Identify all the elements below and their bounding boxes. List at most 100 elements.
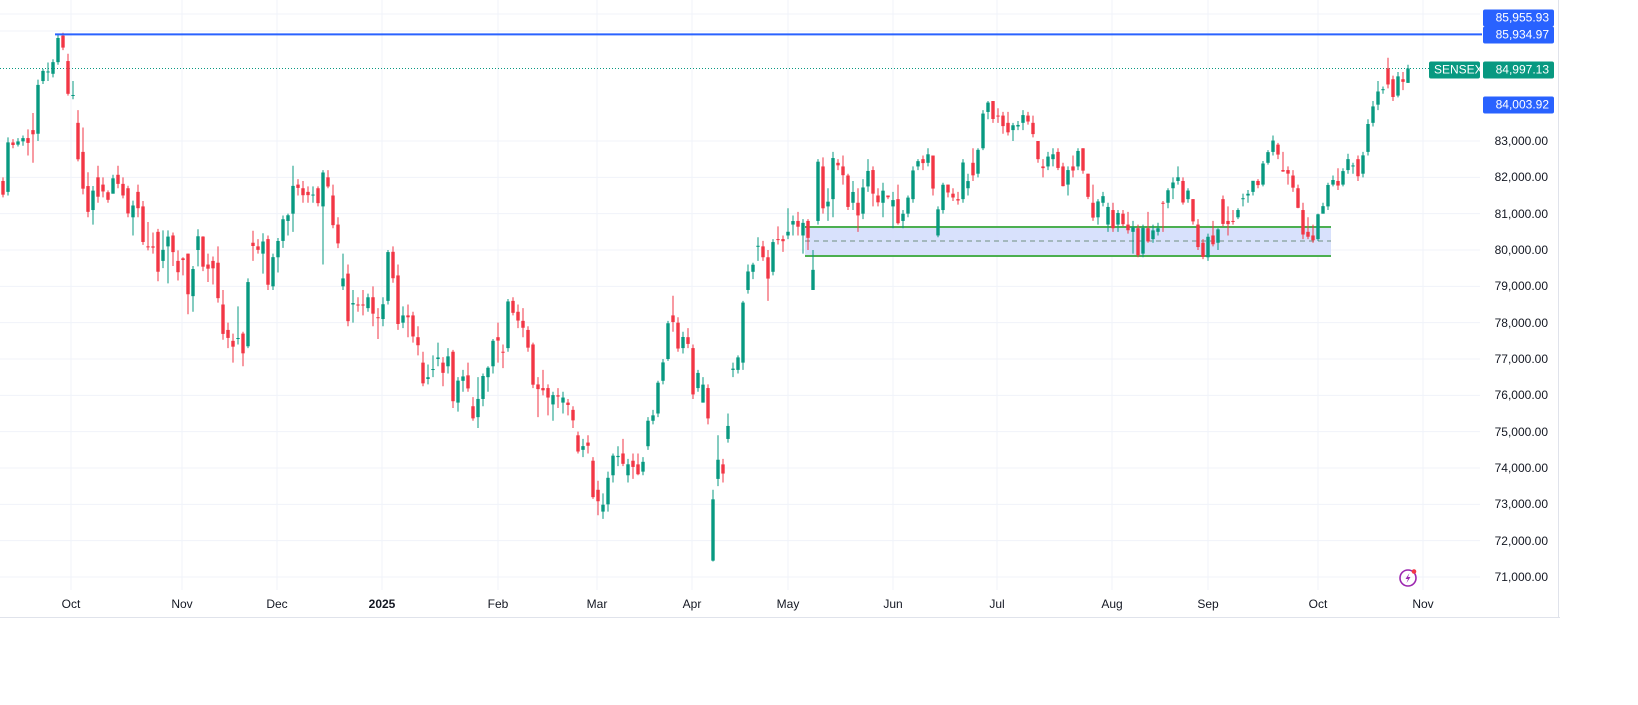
- candle: [406, 304, 410, 338]
- candle: [1191, 199, 1195, 225]
- candle: [761, 240, 765, 261]
- candle-body: [216, 262, 220, 299]
- candle-body: [486, 367, 490, 378]
- candle: [1011, 122, 1015, 141]
- candle-body: [776, 239, 780, 241]
- candle-body: [391, 251, 395, 279]
- candle-body: [331, 195, 335, 226]
- candle: [131, 200, 135, 236]
- candle-body: [281, 219, 285, 241]
- candle-body: [1376, 91, 1380, 105]
- candle: [1396, 71, 1400, 98]
- candlestick-chart[interactable]: [0, 0, 1560, 617]
- candle: [561, 391, 565, 414]
- price-tick-label: 79,000.00: [1494, 279, 1548, 294]
- candle: [731, 362, 735, 378]
- candle-body: [981, 113, 985, 149]
- candle: [701, 377, 705, 403]
- candle: [481, 373, 485, 407]
- candle-body: [431, 369, 435, 371]
- candle: [856, 188, 860, 232]
- candle: [716, 435, 720, 487]
- candle: [66, 53, 70, 96]
- candle: [1321, 202, 1325, 214]
- candle: [961, 159, 965, 203]
- candle: [221, 289, 225, 340]
- candle-body: [531, 344, 535, 385]
- candle-body: [706, 388, 710, 419]
- candle-body: [96, 177, 100, 197]
- candle: [1056, 148, 1060, 171]
- candle-body: [461, 376, 465, 381]
- candle-body: [1151, 230, 1155, 240]
- candle: [1051, 148, 1055, 167]
- candle-body: [1311, 235, 1315, 241]
- candle: [1111, 202, 1115, 232]
- candle-body: [1326, 184, 1330, 207]
- time-tick-label: 2025: [368, 597, 396, 611]
- candle-body: [1016, 124, 1020, 127]
- candle: [411, 311, 415, 343]
- candle: [1206, 233, 1210, 261]
- candle: [356, 297, 360, 312]
- candle: [246, 278, 250, 349]
- candle: [431, 355, 435, 378]
- candle: [1096, 199, 1100, 225]
- candle: [1326, 182, 1330, 211]
- candle-body: [1051, 154, 1055, 160]
- candle-body: [1076, 150, 1080, 167]
- candle-body: [421, 362, 425, 384]
- candle: [1236, 208, 1240, 220]
- candle-body: [681, 336, 685, 349]
- lightning-bolt-icon[interactable]: [1398, 567, 1418, 587]
- candle-body: [371, 297, 375, 314]
- candle-body: [996, 115, 1000, 117]
- candle-body: [1161, 202, 1165, 204]
- candle: [171, 232, 175, 266]
- candle-body: [746, 271, 750, 290]
- candle-body: [211, 260, 215, 269]
- candle-body: [1116, 212, 1120, 225]
- candle: [556, 388, 560, 409]
- candle-body: [896, 199, 900, 224]
- candle-body: [256, 246, 260, 250]
- time-tick-label: Jun: [883, 597, 903, 611]
- candle-body: [1406, 68, 1410, 83]
- candle-body: [781, 239, 785, 242]
- price-tick-label: 76,000.00: [1494, 388, 1548, 403]
- candle: [26, 129, 30, 156]
- candle: [81, 127, 85, 195]
- candle-body: [1241, 198, 1245, 200]
- candle-body: [1366, 123, 1370, 152]
- candle-body: [246, 282, 250, 347]
- candle-body: [1041, 166, 1045, 169]
- price-tick-label: 75,000.00: [1494, 424, 1548, 439]
- candle-body: [426, 377, 430, 379]
- candle: [661, 359, 665, 385]
- candle-body: [591, 460, 595, 498]
- time-tick-label: Dec: [266, 597, 288, 611]
- candle-body: [1121, 213, 1125, 225]
- candle: [491, 339, 495, 374]
- candle-body: [136, 191, 140, 209]
- candle-body: [106, 192, 110, 200]
- candle-body: [251, 242, 255, 247]
- candle: [486, 366, 490, 392]
- candle: [1366, 119, 1370, 156]
- candle-body: [356, 304, 360, 306]
- candle-body: [1346, 159, 1350, 171]
- candle-body: [386, 252, 390, 301]
- candle-body: [301, 188, 305, 196]
- candle-body: [1056, 151, 1060, 168]
- candle: [911, 166, 915, 203]
- candle: [1036, 141, 1040, 163]
- candle-body: [986, 102, 990, 112]
- candle-body: [1096, 201, 1100, 218]
- candle: [1286, 166, 1290, 185]
- candle-body: [711, 499, 715, 561]
- candle: [1306, 217, 1310, 240]
- candle: [1301, 202, 1305, 240]
- candle: [986, 101, 990, 120]
- candle: [1196, 219, 1200, 250]
- candle-body: [876, 195, 880, 203]
